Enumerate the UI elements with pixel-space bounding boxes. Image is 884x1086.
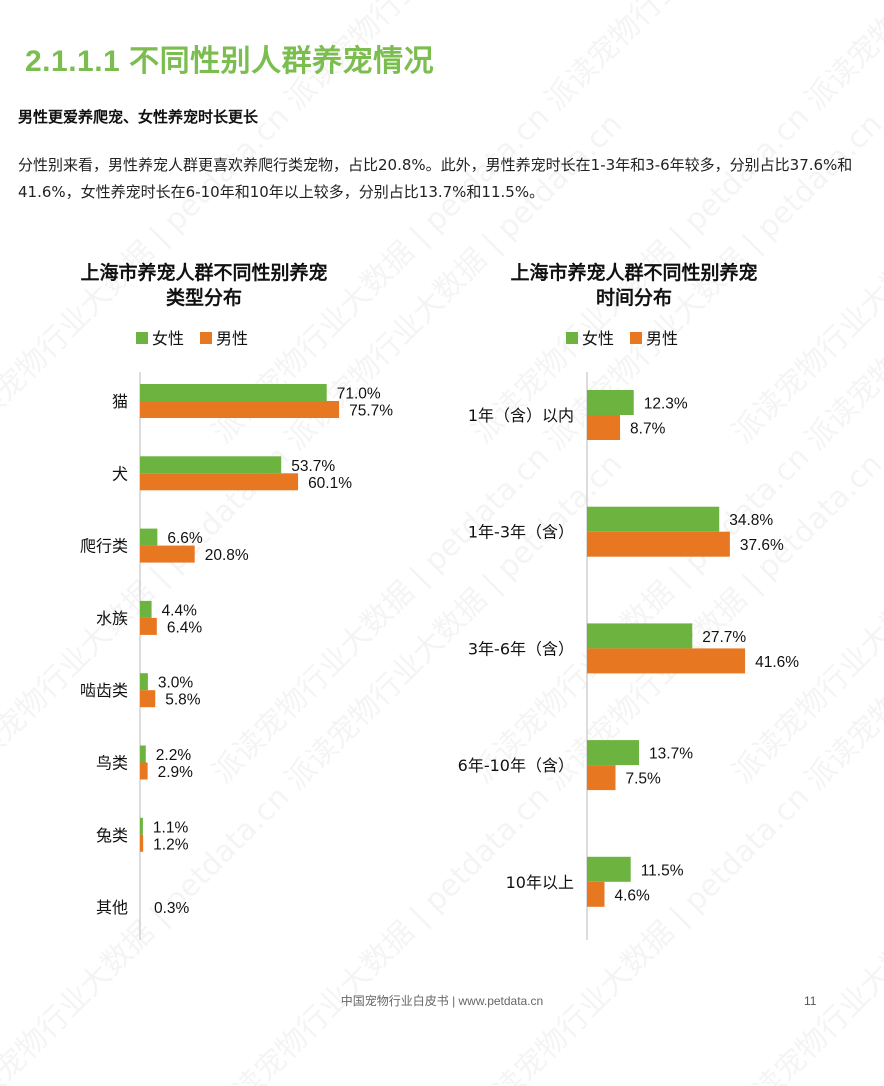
data-label: 7.5% <box>626 771 662 788</box>
legend-label: 女性 <box>582 329 614 348</box>
pet-duration-by-gender-chart: 上海市养宠人群不同性别养宠 时间分布女性 男性 1年（含）以内 12.3% 8.7% 1年-… <box>452 255 872 955</box>
category-label: 1年（含）以内 <box>468 406 574 425</box>
legend-label: 男性 <box>216 329 248 348</box>
data-label: 20.8% <box>205 547 249 564</box>
bar-female <box>140 745 146 763</box>
legend-swatch-female <box>566 332 578 344</box>
chart-title-line: 上海市养宠人群不同性别养宠 <box>80 261 327 284</box>
data-label: 4.4% <box>162 602 198 619</box>
data-label: 41.6% <box>755 654 799 671</box>
bar-female <box>587 856 631 882</box>
data-label: 1.2% <box>153 836 189 853</box>
legend-swatch-male <box>200 332 212 344</box>
data-label: 60.1% <box>308 475 352 492</box>
bar-female <box>587 506 720 532</box>
data-label: 2.2% <box>156 747 192 764</box>
subheading: 男性更爱养爬宠、女性养宠时长更长 <box>18 108 259 126</box>
bar-female <box>587 740 640 766</box>
bar-male <box>587 881 605 907</box>
category-label: 猫 <box>112 392 128 411</box>
bar-female <box>140 600 152 618</box>
pet-type-by-gender-chart: 上海市养宠人群不同性别养宠 类型分布女性 男性猫 71.0% 75.7% 犬 53.7% 60… <box>12 255 432 955</box>
bar-female <box>140 384 327 401</box>
category-label: 6年-10年（含） <box>458 756 574 775</box>
category-label: 兔类 <box>96 826 128 845</box>
category-label: 3年-6年（含） <box>468 639 574 658</box>
data-label: 1.1% <box>153 819 189 836</box>
legend-label: 女性 <box>152 329 184 348</box>
legend-label: 男性 <box>646 329 678 348</box>
bar-male <box>140 473 299 491</box>
data-label: 71.0% <box>337 386 381 403</box>
data-label: 37.6% <box>740 537 784 554</box>
body-paragraph: 分性别来看，男性养宠人群更喜欢养爬行类宠物，占比20.8%。此外，男性养宠时长在… <box>18 156 853 201</box>
bar-male <box>140 762 148 780</box>
data-label: 27.7% <box>702 629 746 646</box>
data-label: 5.8% <box>165 692 201 709</box>
category-label: 10年以上 <box>506 873 574 892</box>
category-label: 其他 <box>96 898 128 917</box>
bar-male <box>140 834 144 852</box>
data-label: 11.5% <box>641 862 684 879</box>
category-label: 啮齿类 <box>80 681 128 700</box>
bar-male <box>587 765 616 791</box>
bar-male <box>587 531 730 557</box>
data-label: 6.6% <box>167 530 203 547</box>
bar-male <box>140 545 195 563</box>
data-label: 12.3% <box>644 396 688 413</box>
category-label: 爬行类 <box>80 537 128 556</box>
bar-male <box>587 415 621 440</box>
bar-male <box>140 617 157 635</box>
footer-text: 中国宠物行业白皮书 | www.petdata.cn <box>340 994 544 1008</box>
category-label: 水族 <box>96 609 128 628</box>
data-label: 3.0% <box>158 675 194 692</box>
bar-male <box>140 401 340 418</box>
bar-female <box>587 623 693 649</box>
category-label: 鸟类 <box>96 754 128 773</box>
category-label: 1年-3年（含） <box>468 523 574 542</box>
data-label: 0.3% <box>154 900 190 917</box>
bar-male <box>140 690 156 708</box>
bar-female <box>140 673 148 691</box>
bar-male <box>587 648 746 674</box>
data-label: 75.7% <box>349 403 393 420</box>
data-label: 2.9% <box>158 764 194 781</box>
data-label: 8.7% <box>630 421 666 438</box>
legend-swatch-female <box>136 332 148 344</box>
bar-female <box>587 390 634 415</box>
legend-swatch-male <box>630 332 642 344</box>
bar-female <box>140 456 282 474</box>
bar-female <box>140 817 143 835</box>
data-label: 6.4% <box>167 619 203 636</box>
category-label: 犬 <box>112 464 128 483</box>
data-label: 13.7% <box>649 746 693 763</box>
bar-female <box>140 528 158 546</box>
chart-title-line: 上海市养宠人群不同性别养宠 <box>510 261 757 284</box>
data-label: 34.8% <box>729 512 773 529</box>
data-label: 53.7% <box>291 458 335 475</box>
page-number: 11 <box>804 994 817 1008</box>
chart-title-line: 时间分布 <box>596 286 672 309</box>
chart-title-line: 类型分布 <box>166 286 242 309</box>
data-label: 4.6% <box>614 887 650 904</box>
section-title: 2.1.1.1 不同性别人群养宠情况 <box>25 45 435 78</box>
